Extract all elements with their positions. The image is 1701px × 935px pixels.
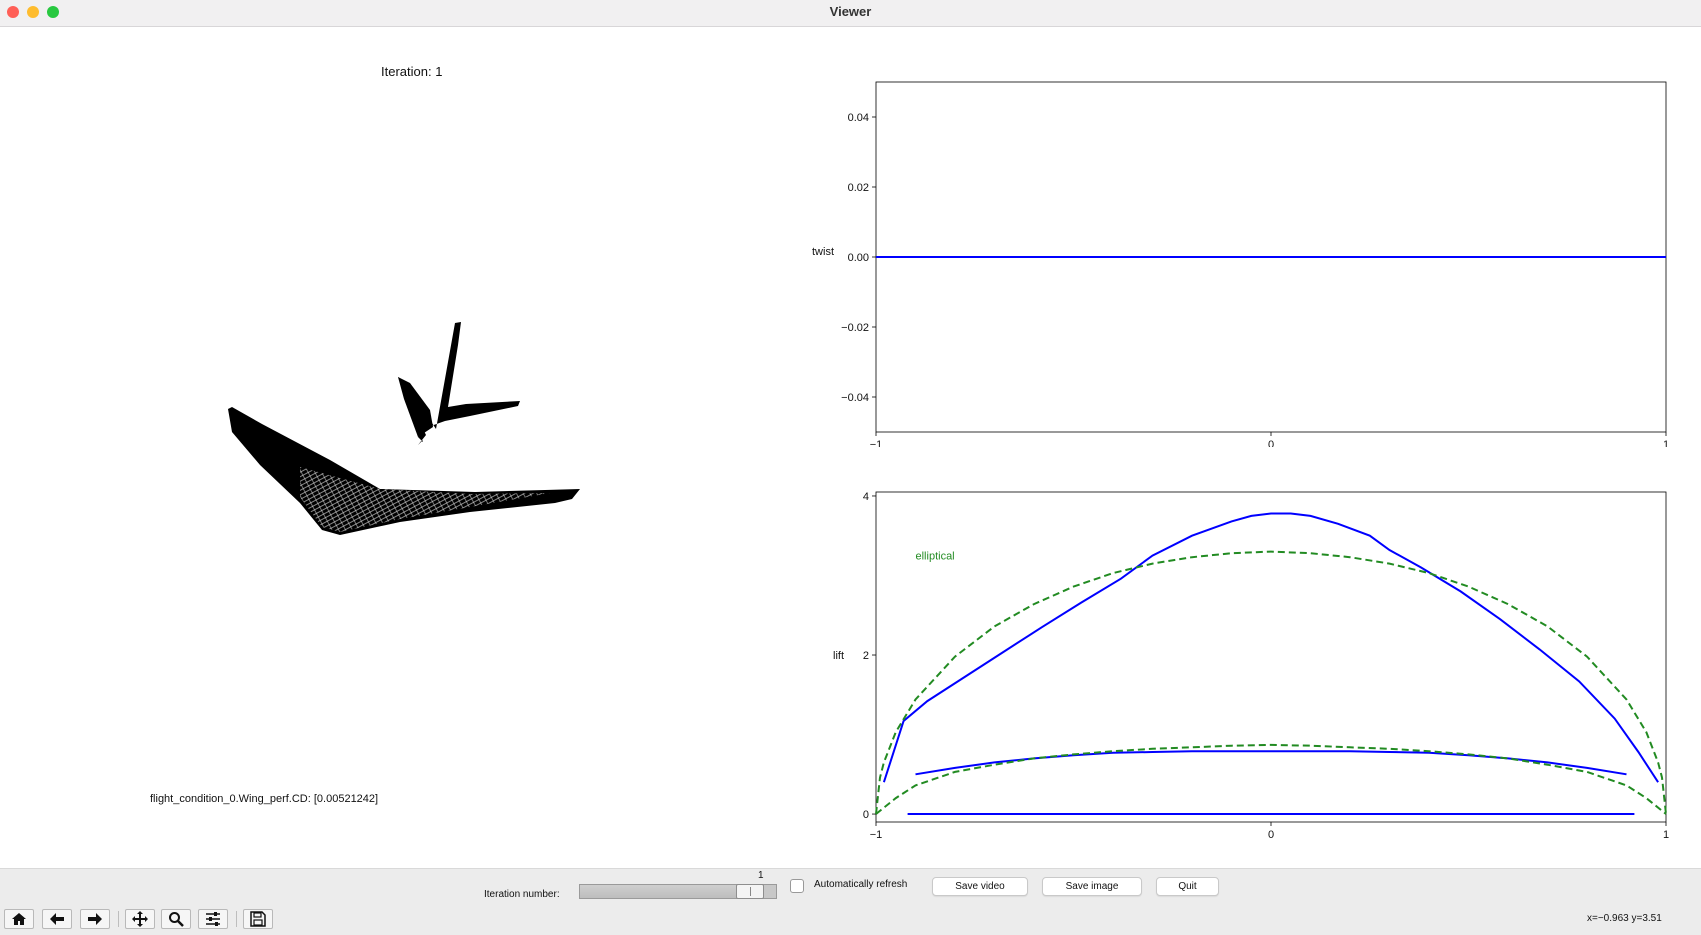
configure-subplots-icon bbox=[206, 912, 220, 926]
twist-chart[interactable]: 0.04 0.02 0.00 −0.02 −0.04 −1 0 1 twist bbox=[790, 47, 1670, 447]
save-disk-icon bbox=[250, 911, 266, 927]
quit-button[interactable]: Quit bbox=[1156, 877, 1219, 896]
zoom-window-button[interactable] bbox=[47, 6, 59, 18]
configure-subplots-button[interactable] bbox=[198, 909, 228, 929]
series-line bbox=[882, 512, 1659, 783]
close-window-button[interactable] bbox=[7, 6, 19, 18]
iteration-slider[interactable] bbox=[579, 884, 777, 899]
forward-arrow-icon bbox=[88, 913, 102, 925]
iteration-label: Iteration: 1 bbox=[381, 64, 443, 79]
x-tick-label: 1 bbox=[1663, 439, 1669, 447]
save-image-button[interactable]: Save image bbox=[1042, 877, 1142, 896]
slider-handle[interactable] bbox=[736, 884, 764, 899]
control-bar: Iteration number: 1 Automatically refres… bbox=[0, 868, 1701, 935]
y-tick-label: 2 bbox=[863, 650, 869, 662]
iteration-number-label: Iteration number: bbox=[484, 889, 560, 900]
wing-mesh-view[interactable] bbox=[0, 27, 780, 827]
pan-move-icon bbox=[132, 911, 148, 927]
toolbar-separator bbox=[118, 911, 119, 927]
title-bar: Viewer bbox=[0, 0, 1701, 27]
save-figure-button[interactable] bbox=[243, 909, 273, 929]
home-button[interactable] bbox=[4, 909, 34, 929]
series-line bbox=[875, 550, 1667, 815]
minimize-window-button[interactable] bbox=[27, 6, 39, 18]
wing-mesh-panels bbox=[300, 467, 550, 532]
x-tick-label: −1 bbox=[870, 439, 883, 447]
auto-refresh-checkbox[interactable] bbox=[790, 879, 804, 893]
elliptical-annotation: elliptical bbox=[916, 551, 955, 563]
y-axis-label: lift bbox=[833, 650, 844, 662]
x-tick-label: 0 bbox=[1268, 829, 1274, 841]
back-button[interactable] bbox=[42, 909, 72, 929]
figure-canvas[interactable]: Iteration: 1 flight_condition_0.Wing_per… bbox=[0, 27, 1701, 868]
cd-readout: flight_condition_0.Wing_perf.CD: [0.0052… bbox=[150, 793, 379, 805]
series-line bbox=[875, 743, 1667, 815]
y-tick-label: 0 bbox=[863, 809, 869, 821]
y-axis-label: twist bbox=[812, 246, 834, 258]
x-tick-label: 0 bbox=[1268, 439, 1274, 447]
y-tick-label: −0.02 bbox=[841, 322, 869, 334]
forward-button[interactable] bbox=[80, 909, 110, 929]
auto-refresh-label: Automatically refresh bbox=[814, 879, 908, 890]
back-arrow-icon bbox=[50, 913, 64, 925]
x-tick-label: 1 bbox=[1663, 829, 1669, 841]
x-tick-label: −1 bbox=[870, 829, 883, 841]
slider-value: 1 bbox=[758, 870, 764, 881]
slider-fill bbox=[580, 885, 736, 898]
y-tick-label: 0.02 bbox=[848, 182, 869, 194]
tail-fin bbox=[398, 377, 433, 437]
zoom-magnifier-icon bbox=[169, 912, 184, 927]
toolbar-separator bbox=[236, 911, 237, 927]
y-tick-label: 0.00 bbox=[848, 252, 869, 264]
series-line bbox=[915, 750, 1627, 776]
cursor-coordinates: x=−0.963 y=3.51 bbox=[1587, 913, 1662, 924]
zoom-button[interactable] bbox=[161, 909, 191, 929]
pan-button[interactable] bbox=[125, 909, 155, 929]
save-video-button[interactable]: Save video bbox=[932, 877, 1028, 896]
y-tick-label: 0.04 bbox=[848, 112, 869, 124]
home-icon bbox=[12, 913, 26, 925]
window-title: Viewer bbox=[829, 4, 872, 19]
y-tick-label: −0.04 bbox=[841, 392, 869, 404]
y-tick-label: 4 bbox=[863, 491, 869, 503]
